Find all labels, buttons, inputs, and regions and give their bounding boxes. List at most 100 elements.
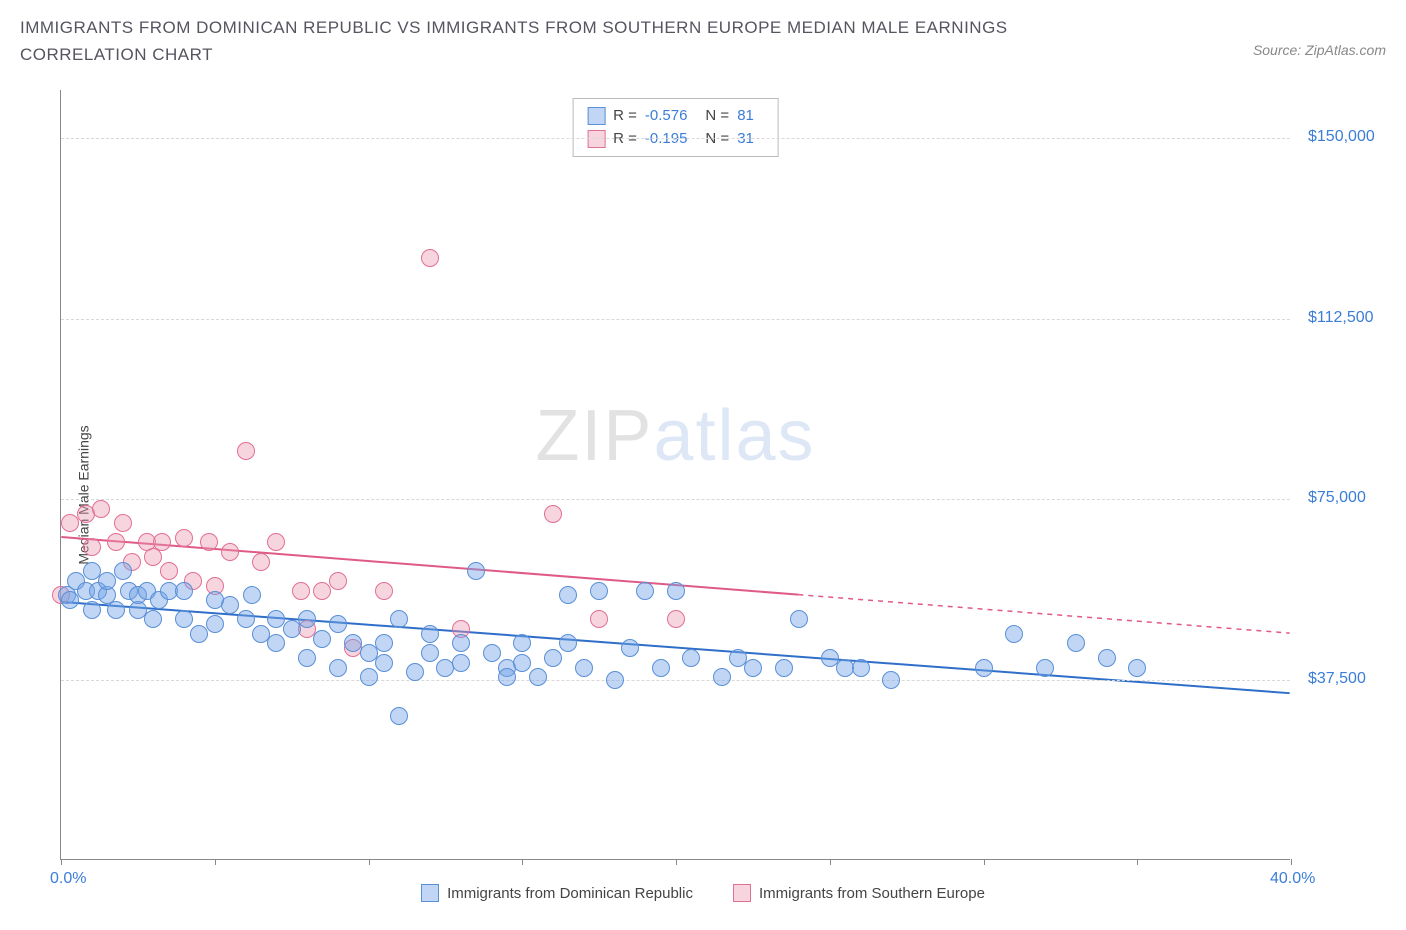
point-pink xyxy=(153,533,171,551)
point-pink xyxy=(200,533,218,551)
point-pink xyxy=(267,533,285,551)
point-pink xyxy=(329,572,347,590)
point-pink xyxy=(175,529,193,547)
point-blue xyxy=(790,610,808,628)
point-blue xyxy=(636,582,654,600)
y-tick-label: $112,500 xyxy=(1308,309,1374,327)
point-blue xyxy=(882,671,900,689)
point-blue xyxy=(390,707,408,725)
point-blue xyxy=(1005,625,1023,643)
point-blue xyxy=(83,601,101,619)
point-blue xyxy=(452,654,470,672)
point-blue xyxy=(107,601,125,619)
plot-region: ZIPatlas R = -0.576 N = 81 R = -0.195 N … xyxy=(60,90,1290,860)
point-blue xyxy=(975,659,993,677)
x-tick xyxy=(676,859,677,865)
point-blue xyxy=(243,586,261,604)
n-label: N = xyxy=(705,105,729,128)
point-blue xyxy=(559,586,577,604)
point-blue xyxy=(1067,634,1085,652)
x-tick xyxy=(1291,859,1292,865)
point-blue xyxy=(452,634,470,652)
point-blue xyxy=(221,596,239,614)
point-blue xyxy=(775,659,793,677)
point-blue xyxy=(298,649,316,667)
point-pink xyxy=(292,582,310,600)
point-blue xyxy=(513,654,531,672)
point-blue xyxy=(237,610,255,628)
swatch-blue-2 xyxy=(421,884,439,902)
point-blue xyxy=(621,639,639,657)
point-blue xyxy=(329,615,347,633)
point-blue xyxy=(483,644,501,662)
point-blue xyxy=(329,659,347,677)
watermark-zip: ZIP xyxy=(535,396,653,476)
point-blue xyxy=(114,562,132,580)
gridline xyxy=(61,138,1290,139)
point-pink xyxy=(83,538,101,556)
point-blue xyxy=(1036,659,1054,677)
point-blue xyxy=(544,649,562,667)
point-blue xyxy=(1098,649,1116,667)
point-pink xyxy=(114,514,132,532)
chart-source: Source: ZipAtlas.com xyxy=(1253,42,1386,58)
point-blue xyxy=(206,615,224,633)
gridline xyxy=(61,680,1290,681)
swatch-pink-2 xyxy=(733,884,751,902)
point-pink xyxy=(252,553,270,571)
legend-item-blue: Immigrants from Dominican Republic xyxy=(421,884,693,902)
point-blue xyxy=(713,668,731,686)
point-blue xyxy=(513,634,531,652)
gridline xyxy=(61,319,1290,320)
point-blue xyxy=(575,659,593,677)
point-blue xyxy=(298,610,316,628)
point-blue xyxy=(667,582,685,600)
point-blue xyxy=(606,671,624,689)
point-pink xyxy=(667,610,685,628)
point-blue xyxy=(744,659,762,677)
point-blue xyxy=(313,630,331,648)
x-tick xyxy=(61,859,62,865)
point-blue xyxy=(467,562,485,580)
trend-lines xyxy=(61,90,1290,859)
chart-area: Median Male Earnings ZIPatlas R = -0.576… xyxy=(20,80,1386,910)
swatch-blue xyxy=(587,107,605,125)
x-tick xyxy=(984,859,985,865)
point-blue xyxy=(852,659,870,677)
point-blue xyxy=(360,668,378,686)
point-blue xyxy=(375,634,393,652)
legend-rn-row-blue: R = -0.576 N = 81 xyxy=(587,105,764,128)
chart-header: IMMIGRANTS FROM DOMINICAN REPUBLIC VS IM… xyxy=(0,0,1406,68)
point-blue xyxy=(267,634,285,652)
y-tick-label: $75,000 xyxy=(1308,489,1366,507)
point-blue xyxy=(406,663,424,681)
point-pink xyxy=(221,543,239,561)
point-pink xyxy=(590,610,608,628)
r-val-blue: -0.576 xyxy=(645,105,688,128)
point-pink xyxy=(92,500,110,518)
gridline xyxy=(61,499,1290,500)
point-blue xyxy=(652,659,670,677)
point-pink xyxy=(237,442,255,460)
legend-label-blue: Immigrants from Dominican Republic xyxy=(447,885,693,902)
y-tick-label: $37,500 xyxy=(1308,670,1366,688)
watermark-atlas: atlas xyxy=(653,396,815,476)
legend-label-pink: Immigrants from Southern Europe xyxy=(759,885,985,902)
point-blue xyxy=(590,582,608,600)
x-tick xyxy=(369,859,370,865)
x-tick xyxy=(522,859,523,865)
point-pink xyxy=(160,562,178,580)
x-tick xyxy=(830,859,831,865)
x-tick xyxy=(215,859,216,865)
point-blue xyxy=(529,668,547,686)
point-blue xyxy=(390,610,408,628)
point-blue xyxy=(559,634,577,652)
legend-item-pink: Immigrants from Southern Europe xyxy=(733,884,985,902)
point-blue xyxy=(175,610,193,628)
r-label: R = xyxy=(613,105,637,128)
trend-line xyxy=(798,595,1289,633)
bottom-legend: Immigrants from Dominican Republic Immig… xyxy=(20,884,1386,902)
point-blue xyxy=(1128,659,1146,677)
point-pink xyxy=(421,249,439,267)
point-blue xyxy=(421,625,439,643)
